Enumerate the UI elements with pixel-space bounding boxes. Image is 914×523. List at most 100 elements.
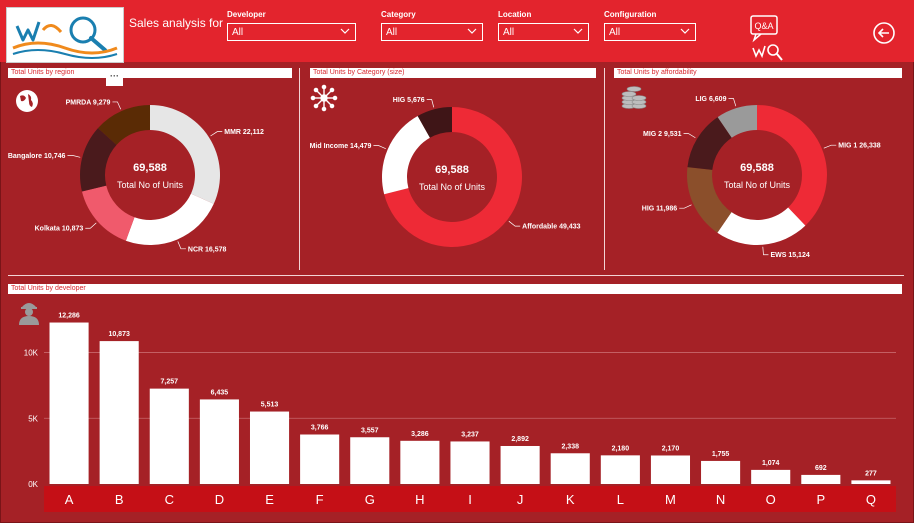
- panel-divider: [604, 68, 605, 270]
- x-tick-label: H: [415, 492, 424, 507]
- configuration-select-value: All: [609, 27, 621, 38]
- developer-bar[interactable]: [300, 434, 340, 484]
- x-tick-label: E: [265, 492, 274, 507]
- developer-bar[interactable]: [350, 437, 390, 484]
- bar-value-label: 2,338: [561, 443, 579, 450]
- donut-center-value: 69,588: [435, 164, 469, 176]
- donut-slice[interactable]: [717, 105, 757, 138]
- bar-value-label: 6,435: [211, 389, 229, 396]
- x-tick-label: D: [215, 492, 224, 507]
- y-tick-label: 0K: [28, 480, 38, 489]
- donut-slice[interactable]: [417, 107, 452, 138]
- bar-value-label: 277: [865, 470, 877, 477]
- header-bar: [0, 0, 914, 62]
- slice-label: EWS 15,124: [770, 252, 809, 259]
- donut-slice[interactable]: [81, 185, 135, 241]
- category-select-value: All: [386, 27, 398, 38]
- developer-bar[interactable]: [801, 474, 841, 484]
- x-tick-label: O: [766, 492, 776, 507]
- slice-label: PMRDA 9,279: [66, 99, 111, 106]
- bar-value-label: 10,873: [108, 331, 130, 338]
- donut-center-value: 69,588: [740, 162, 774, 174]
- bar-value-label: 3,766: [311, 425, 329, 432]
- bar-value-label: 1,074: [762, 460, 780, 467]
- filter-developer: Developer All: [227, 10, 356, 41]
- slice-label: LIG 6,609: [695, 96, 726, 103]
- x-tick-label: I: [468, 492, 472, 507]
- developer-bar-chart: 0K 5K 10K 12,286 A 10,873 B 7,257 C 6,435 D 5,513 E 3…: [24, 313, 896, 512]
- developer-bar[interactable]: [149, 388, 189, 484]
- slice-label: MMR 22,112: [224, 129, 264, 136]
- donut-slice[interactable]: [150, 105, 220, 204]
- x-tick-label: G: [365, 492, 375, 507]
- category-select[interactable]: All: [381, 23, 483, 41]
- chevron-down-icon: [340, 28, 350, 34]
- qa-label: Q&A: [754, 21, 773, 31]
- page-title: Sales analysis for: [129, 16, 224, 30]
- donut-slice[interactable]: [80, 128, 117, 192]
- leader-line: [679, 204, 692, 209]
- developer-bar[interactable]: [450, 441, 490, 484]
- developer-bar[interactable]: [851, 480, 891, 484]
- donut-center-label: Total No of Units: [724, 180, 791, 190]
- filter-category-label: Category: [381, 10, 416, 19]
- bar-value-label: 7,257: [161, 379, 179, 386]
- x-tick-label: M: [665, 492, 676, 507]
- donut-slice[interactable]: [687, 167, 732, 233]
- y-tick-label: 5K: [28, 414, 38, 423]
- filter-category: Category All: [381, 10, 483, 41]
- slice-label: MIG 1 26,338: [838, 143, 881, 150]
- configuration-select[interactable]: All: [604, 23, 696, 41]
- affordability-chart-title: Total Units by affordability: [614, 68, 902, 78]
- x-tick-label: L: [617, 492, 624, 507]
- donut-slice[interactable]: [97, 105, 150, 145]
- filter-location: Location All: [498, 10, 589, 41]
- slice-label: Mid Income 14,479: [310, 143, 372, 150]
- leader-line: [210, 131, 223, 137]
- developer-bar[interactable]: [99, 341, 139, 484]
- filter-developer-label: Developer: [227, 10, 266, 19]
- location-select[interactable]: All: [498, 23, 589, 41]
- developer-bar[interactable]: [550, 453, 590, 484]
- developer-bar[interactable]: [199, 399, 239, 484]
- donut-center-label: Total No of Units: [117, 180, 184, 190]
- back-arrow-icon[interactable]: [872, 21, 896, 45]
- developer-bar[interactable]: [249, 411, 290, 484]
- filter-location-label: Location: [498, 10, 532, 19]
- developer-bar[interactable]: [751, 469, 791, 484]
- filter-configuration-label: Configuration: [604, 10, 657, 19]
- bar-value-label: 3,237: [461, 431, 479, 438]
- leader-line: [85, 222, 97, 229]
- donut-slice[interactable]: [717, 207, 806, 246]
- developer-bar[interactable]: [650, 455, 691, 484]
- x-tick-label: F: [316, 492, 324, 507]
- more-options-icon[interactable]: ···: [106, 72, 123, 86]
- donut-slice[interactable]: [757, 105, 828, 226]
- bar-value-label: 5,513: [261, 402, 279, 409]
- developer-bar[interactable]: [701, 460, 741, 484]
- donut-slice[interactable]: [382, 115, 430, 195]
- developer-bar[interactable]: [400, 440, 440, 484]
- developer-bar[interactable]: [500, 445, 540, 484]
- leader-line: [426, 99, 435, 108]
- qa-search-icon[interactable]: Q&A: [748, 14, 788, 64]
- slice-label: Affordable 49,433: [522, 224, 580, 231]
- location-select-value: All: [503, 27, 515, 38]
- coins-icon: [621, 86, 647, 109]
- donut-slice[interactable]: [384, 107, 522, 248]
- bar-value-label: 2,170: [662, 445, 680, 452]
- donut-slice[interactable]: [687, 117, 732, 170]
- developer-select[interactable]: All: [227, 23, 356, 41]
- x-tick-label: A: [65, 492, 74, 507]
- network-icon: [310, 84, 338, 112]
- developer-bar[interactable]: [49, 322, 89, 484]
- developer-bar[interactable]: [600, 455, 640, 484]
- chevron-down-icon: [680, 28, 690, 34]
- bar-value-label: 3,557: [361, 427, 379, 434]
- donut-chart-1: Affordable 49,433 Mid Income 14,479 HIG 5,…: [310, 97, 581, 248]
- section-divider: [8, 275, 904, 276]
- slice-label: Bangalore 10,746: [8, 153, 66, 160]
- donut-slice[interactable]: [125, 193, 214, 246]
- developer-select-value: All: [232, 27, 244, 38]
